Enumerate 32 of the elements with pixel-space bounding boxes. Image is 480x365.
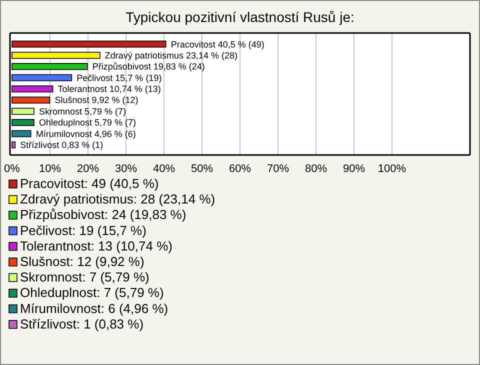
text: Zdravý patriotismus: 28 (23,14 %) (20, 192, 216, 207)
x-tick-label: 0% (4, 163, 20, 175)
x-tick-label: 70% (266, 163, 290, 175)
text: Pečlivost: 19 (15,7 %) (20, 222, 146, 238)
text: Ohleduplnost: 7 (5,79 %) (20, 285, 164, 300)
data-label: Střízlivost 0,83 % (1) (20, 140, 104, 150)
x-tick-label: 50% (190, 163, 214, 175)
x-tick-label: 40% (152, 163, 176, 175)
text: Skromnost: 7 (5,79 %) (20, 270, 150, 285)
text: Přizpůsobivost: 24 (19,83 %) (20, 207, 186, 222)
data-label: Přizpůsobivost 19,83 % (24) (92, 62, 205, 72)
text: Pracovitost: 49 (40,5 %) (20, 176, 159, 191)
x-tick-label: 10% (38, 163, 62, 175)
data-label: Pracovitost 40,5 % (49) (170, 39, 264, 50)
x-tick-label: 80% (304, 163, 328, 175)
data-label: Ohleduplnost 5,79 % (7) (39, 118, 136, 128)
data-label: Skromnost 5,79 % (7) (39, 106, 126, 116)
text: Mírumilovnost: 6 (4,96 %) (20, 300, 168, 316)
x-tick-label: 20% (76, 163, 100, 175)
x-tick-label: 30% (114, 163, 138, 175)
data-label: Slušnost 9,92 % (12) (54, 95, 138, 106)
x-tick-label: 60% (228, 163, 252, 175)
data-label: Zdravý patriotismus 23,14 % (28) (104, 50, 238, 60)
x-tick-label: 100% (378, 163, 406, 175)
chart-title: Typickou pozitivní vlastností Rusů je: (126, 9, 354, 25)
data-label: Tolerantnost 10,74 % (13) (58, 84, 161, 94)
text: Tolerantnost: 13 (10,74 %) (20, 238, 172, 254)
text: Střízlivost: 1 (0,83 %) (20, 316, 144, 332)
data-label: Pečlivost 15,7 % (19) (76, 72, 162, 83)
text: Slušnost: 12 (9,92 %) (20, 254, 144, 269)
x-tick-label: 90% (342, 163, 366, 175)
data-label: Mírumilovnost 4,96 % (6) (36, 128, 136, 139)
